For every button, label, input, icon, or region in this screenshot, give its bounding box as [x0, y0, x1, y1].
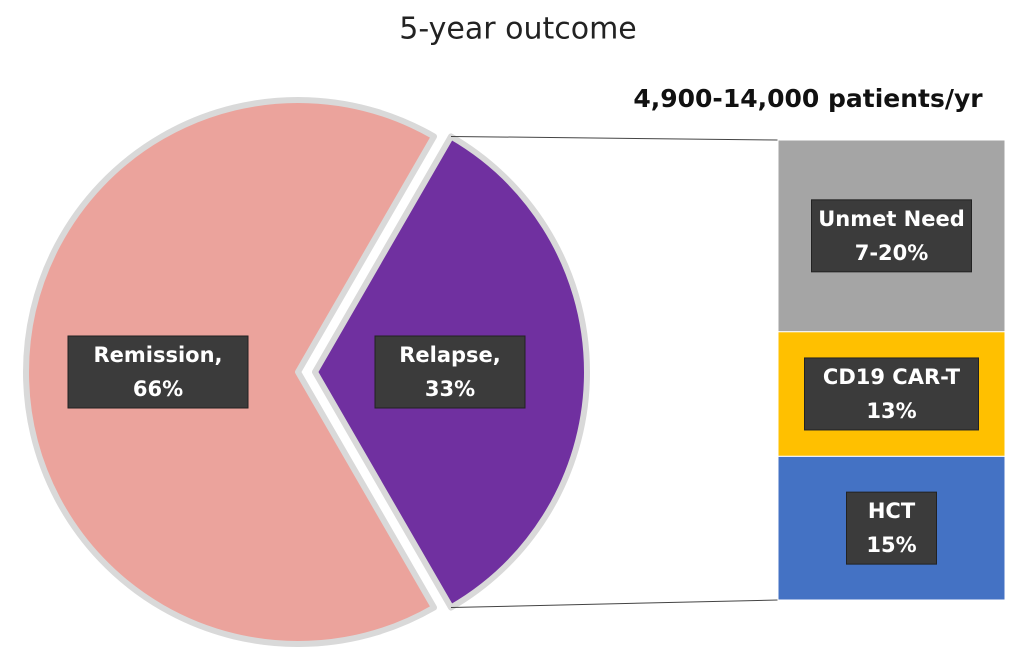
chart-title: 5-year outcome — [399, 12, 637, 47]
data-label-value: 13% — [866, 399, 916, 423]
connector — [450, 135, 779, 141]
label-box — [374, 335, 526, 409]
data-label-value: 66% — [133, 377, 183, 401]
data-label-name: CD19 CAR-T — [823, 365, 961, 389]
data-label-value: 33% — [425, 377, 475, 401]
data-label-value: 15% — [866, 533, 916, 557]
data-label-name: Unmet Need — [818, 207, 965, 231]
label-box — [811, 199, 972, 273]
data-label-name: Relapse, — [399, 343, 501, 367]
label-box — [67, 335, 249, 409]
label-box — [804, 357, 979, 431]
label-box — [846, 491, 937, 565]
data-label-name: Remission, — [93, 343, 222, 367]
data-label-value: 7-20% — [855, 241, 929, 265]
connector — [450, 599, 779, 609]
bar-title: 4,900-14,000 patients/yr — [633, 84, 983, 113]
data-label-name: HCT — [868, 499, 916, 523]
